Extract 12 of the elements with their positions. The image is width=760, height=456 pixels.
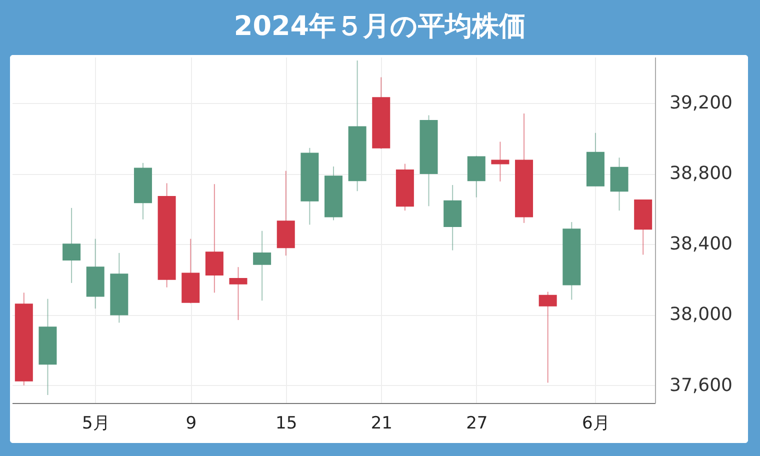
x-tick-label: 6月 [582,414,610,434]
y-tick-label: 37,600 [670,374,732,396]
y-tick-label: 38,000 [670,304,732,326]
x-tick-label: 21 [370,414,392,434]
x-tick-label: 15 [276,414,298,434]
x-tick-label: 9 [186,414,197,434]
y-tick-label: 38,800 [670,163,732,184]
x-tick-label: 5月 [82,414,110,434]
chart-title: 2024年５月の平均株価 [232,10,528,44]
x-tick-label: 27 [466,414,488,434]
y-tick-label: 39,200 [670,92,732,114]
y-tick-label: 38,400 [670,234,732,255]
